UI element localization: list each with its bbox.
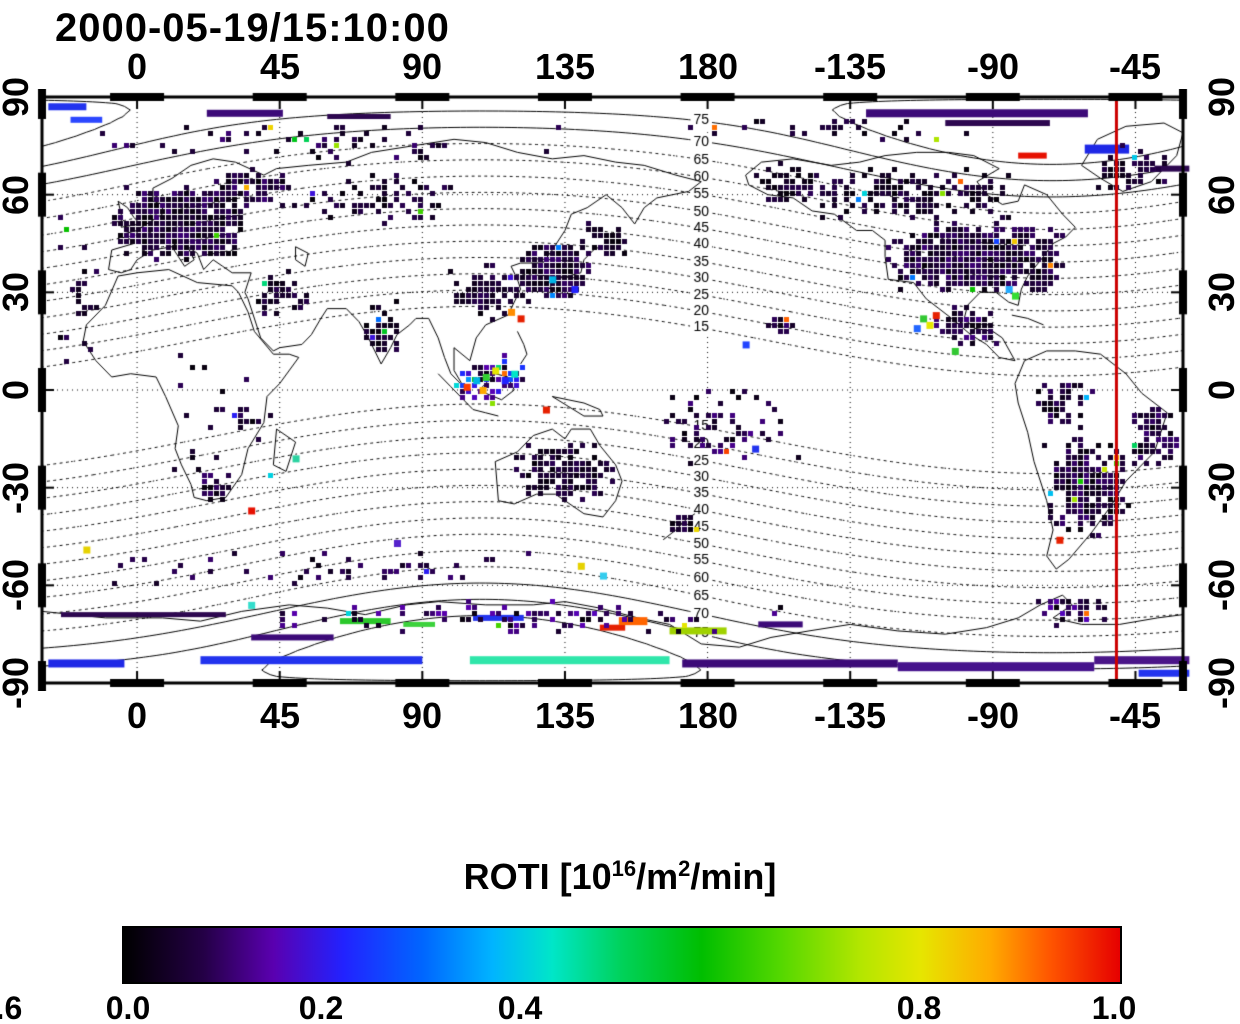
colorbar-title-sup: 2 — [678, 856, 691, 881]
colorbar-gradient — [122, 926, 1122, 984]
lon-tick-label: 90 — [401, 695, 443, 736]
lon-tick-label: 0 — [126, 695, 148, 736]
colorbar-title-text: /m — [636, 856, 679, 897]
colorbar-title-text: ROTI [10 — [463, 856, 612, 897]
lat-tick-label: 30 — [1201, 271, 1240, 313]
colorbar-title-text: /min] — [690, 856, 777, 897]
lon-tick-label: -135 — [813, 46, 887, 87]
lon-tick-label: 90 — [401, 46, 443, 87]
lat-tick-label: -30 — [1201, 461, 1240, 515]
lat-tick-label: 90 — [1201, 76, 1240, 118]
colorbar-tick-label: 0.2 — [298, 990, 344, 1024]
map-canvas — [34, 89, 1191, 691]
lat-tick-label: 0 — [0, 380, 37, 400]
lat-tick-label: -90 — [1201, 656, 1240, 710]
lon-tick-label: 180 — [677, 695, 739, 736]
timestamp-title: 2000-05-19/15:10:00 — [55, 6, 450, 50]
colorbar-title: ROTI [1016/m2/min] — [0, 856, 1240, 898]
lon-tick-label: 135 — [534, 695, 596, 736]
lat-tick-label: 60 — [0, 174, 36, 216]
lon-tick-label: 45 — [259, 695, 301, 736]
lon-tick-label: 135 — [534, 46, 596, 87]
lon-tick-label: 0 — [126, 46, 148, 87]
lat-tick-label: 30 — [0, 271, 36, 313]
colorbar-tick-label: 1.0 — [1091, 990, 1137, 1024]
lon-tick-label: -90 — [966, 46, 1020, 87]
colorbar-title-sup: 16 — [611, 856, 637, 881]
lat-tick-label: -30 — [0, 461, 36, 515]
lat-tick-label: 60 — [1201, 174, 1240, 216]
colorbar-tick-label: 0.8 — [896, 990, 942, 1024]
lon-tick-label: -45 — [1108, 695, 1162, 736]
lon-tick-label: 45 — [259, 46, 301, 87]
lat-tick-label: -60 — [1201, 558, 1240, 612]
colorbar-tick-label: 0.4 — [497, 990, 543, 1024]
lon-tick-label: -45 — [1108, 46, 1162, 87]
colorbar-tick-label: 0.6 — [0, 990, 23, 1024]
colorbar-tick-label: 0.0 — [105, 990, 151, 1024]
lon-tick-label: -90 — [966, 695, 1020, 736]
lat-tick-label: 90 — [0, 76, 36, 118]
lat-tick-label: -90 — [0, 656, 36, 710]
lat-tick-label: -60 — [0, 558, 36, 612]
lon-tick-label: -135 — [813, 695, 887, 736]
lon-tick-label: 180 — [677, 46, 739, 87]
lat-tick-label: 0 — [1201, 379, 1240, 401]
